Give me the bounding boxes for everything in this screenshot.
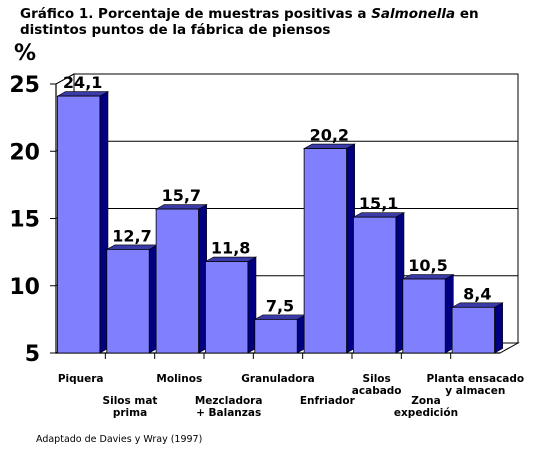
x-category-label-line: Molinos	[156, 373, 202, 385]
data-label: 24,1	[63, 73, 102, 92]
data-label: 15,7	[162, 186, 201, 205]
bar-top	[105, 244, 159, 250]
bar	[401, 274, 455, 354]
x-category-label-line: Zona	[411, 395, 440, 407]
bar-front	[402, 278, 446, 354]
y-tick-label: 20	[9, 140, 40, 165]
x-category-label: Zona expedición	[394, 395, 458, 419]
bar	[154, 204, 208, 354]
bar-front	[205, 261, 249, 354]
x-category-label: Silos mat prima	[103, 395, 158, 419]
data-label: 7,5	[266, 296, 294, 315]
x-category-label: Granuladora	[241, 373, 315, 385]
x-category-label: Planta ensacado y almacen	[427, 373, 525, 397]
x-category-label-line: + Balanzas	[196, 407, 261, 419]
bar-side	[494, 302, 503, 354]
bar-top	[352, 212, 406, 218]
bar-front	[155, 208, 199, 354]
bar-front	[106, 249, 150, 354]
x-category-label-line: Enfriador	[300, 395, 356, 407]
y-axis-label: %	[14, 41, 36, 66]
y-tick-label: 5	[25, 342, 40, 367]
bar-top	[154, 204, 208, 210]
bar	[450, 302, 504, 354]
bar-top	[302, 143, 356, 149]
title-italic: Salmonella	[371, 6, 456, 22]
y-tick-label: 15	[9, 208, 40, 233]
bar-top	[56, 91, 110, 97]
bar-top	[401, 274, 455, 280]
x-category-label: Silos acabado	[352, 373, 402, 397]
bar	[352, 212, 406, 354]
bar	[253, 314, 307, 354]
bar-front	[254, 318, 298, 354]
bar	[302, 143, 356, 354]
bar-top	[450, 302, 504, 308]
x-category-label: Enfriador	[300, 395, 356, 407]
x-category-label-line: Silos	[363, 373, 391, 385]
y-tick-label: 10	[9, 275, 40, 300]
title-prefix: Gráfico 1. Porcentaje de muestras positi…	[20, 6, 372, 22]
source-note: Adaptado de Davies y Wray (1997)	[36, 434, 203, 445]
x-category-label: Piquera	[58, 373, 104, 385]
x-category-label: Molinos	[156, 373, 202, 385]
bar-top	[204, 256, 258, 262]
bar-front	[353, 216, 397, 354]
x-category-label-line: Silos mat	[103, 395, 158, 407]
x-category-label: Mezcladora + Balanzas	[195, 395, 263, 419]
x-category-label-line: Mezcladora	[195, 395, 263, 407]
x-category-label-line: y almacen	[445, 385, 505, 397]
data-label: 12,7	[112, 226, 151, 245]
chart-title: Gráfico 1. Porcentaje de muestras positi…	[20, 6, 540, 38]
bar	[56, 91, 110, 354]
bar-front	[303, 148, 347, 354]
x-category-label-line: expedición	[394, 407, 458, 419]
bar	[204, 256, 258, 354]
bar-front	[451, 306, 495, 354]
data-label: 20,2	[310, 126, 349, 145]
data-label: 8,4	[463, 284, 491, 303]
data-label: 10,5	[408, 256, 447, 275]
data-label: 11,8	[211, 239, 250, 258]
x-category-label-line: prima	[113, 407, 147, 419]
bar-top	[253, 314, 307, 320]
gridline	[55, 73, 518, 85]
x-category-label-line: Piquera	[58, 373, 104, 385]
title-suffix: en distintos puntos de la fábrica de pie…	[20, 6, 479, 38]
bar	[105, 244, 159, 354]
x-category-label-line: Planta ensacado	[427, 373, 525, 385]
data-label: 15,1	[359, 194, 398, 213]
x-category-label-line: acabado	[352, 385, 402, 397]
y-tick-label: 25	[9, 73, 40, 98]
x-category-label-line: Granuladora	[241, 373, 315, 385]
bar-front	[57, 95, 101, 354]
